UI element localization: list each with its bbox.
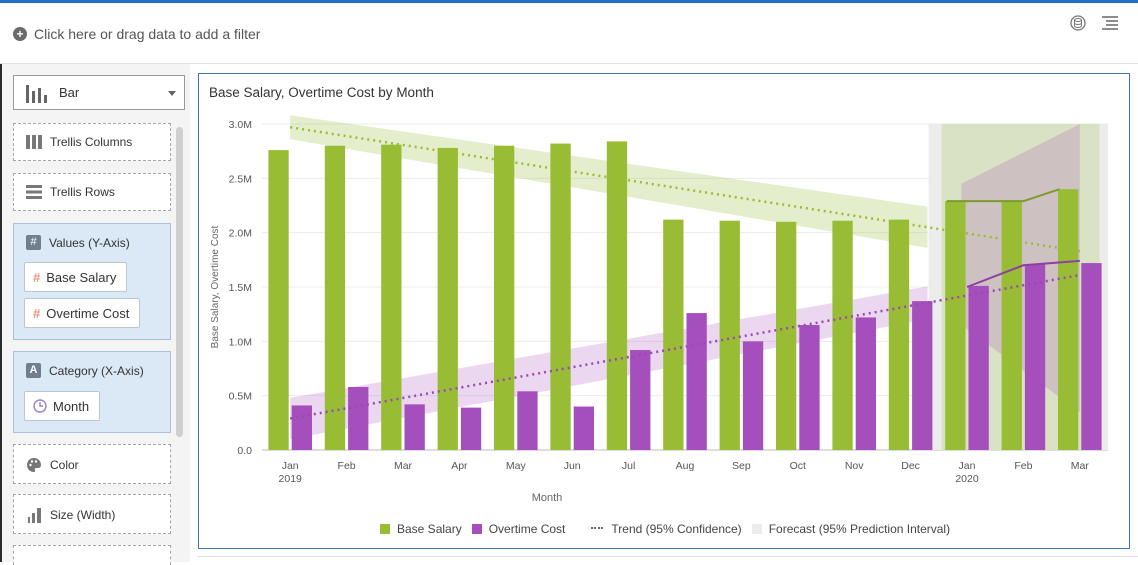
size-width-icon [28,508,41,523]
hash-icon: # [26,235,41,250]
panel-scrollbar[interactable] [176,127,183,437]
dotted-line-icon [591,527,604,531]
trellis-rows-icon [26,185,42,199]
base-salary-swatch [380,524,390,534]
overtime-cost-swatch [471,524,482,534]
legend-forecast[interactable]: Forecast (95% Prediction Interval) [751,522,951,536]
palette-icon [27,458,41,472]
legend-overtime-cost-label: Overtime Cost [488,522,566,536]
color-label: Color [50,458,79,472]
bar-chart-icon [26,84,47,103]
trellis-rows-label: Trellis Rows [50,185,115,199]
clock-icon [33,399,47,413]
add-filter-button[interactable]: + Click here or drag data to add a filte… [13,26,260,42]
filter-bar[interactable]: + Click here or drag data to add a filte… [0,3,1138,64]
chart-type-select[interactable]: Bar [13,75,185,110]
legend-base-salary-label: Base Salary [397,522,462,536]
chart-title: Base Salary, Overtime Cost by Month [209,85,434,100]
trellis-columns-label: Trellis Columns [50,135,133,149]
color-dropzone[interactable]: Color [13,444,171,484]
overtime-cost-pill[interactable]: # Overtime Cost [24,298,141,328]
top-accent-bar [0,0,1138,3]
month-pill-label: Month [53,398,90,414]
trellis-columns-icon [26,135,42,149]
trellis-columns-dropzone[interactable]: Trellis Columns [13,123,171,161]
legend-forecast-label: Forecast (95% Prediction Interval) [768,522,951,536]
bottom-divider [198,556,1138,557]
legend-trend-label: Trend (95% Confidence) [611,522,742,536]
chevron-down-icon [168,91,176,96]
legend-base-salary[interactable]: Base Salary [380,522,462,536]
size-dropzone[interactable]: Size (Width) [13,494,171,534]
chart-legend: Base Salary Overtime Cost Trend (95% Con… [380,522,960,536]
db-icon[interactable] [1069,14,1087,32]
properties-list-icon[interactable] [1101,14,1119,32]
add-filter-label: Click here or drag data to add a filter [34,26,261,42]
panel-edge [0,64,2,562]
measure-hash-icon: # [33,305,41,321]
measure-hash-icon: # [33,269,41,285]
chart-canvas[interactable] [198,73,1130,549]
month-pill[interactable]: Month [24,391,101,421]
overtime-cost-pill-label: Overtime Cost [46,305,130,321]
trellis-rows-dropzone[interactable]: Trellis Rows [13,173,171,211]
forecast-swatch [751,524,762,534]
base-salary-pill-label: Base Salary [46,269,117,285]
legend-trend[interactable]: Trend (95% Confidence) [591,522,742,536]
more-dropzone[interactable] [13,545,171,565]
size-label: Size (Width) [50,508,116,522]
values-y-axis-section[interactable]: # Values (Y-Axis) # Base Salary # Overti… [13,223,171,340]
attribute-icon: A [26,363,41,378]
legend-overtime-cost[interactable]: Overtime Cost [471,522,566,536]
add-circle-icon: + [13,27,27,41]
chart-type-label: Bar [59,85,80,100]
base-salary-pill[interactable]: # Base Salary [24,262,128,292]
category-x-axis-label: Category (X-Axis) [49,363,144,378]
category-x-axis-section[interactable]: A Category (X-Axis) Month [13,351,171,433]
values-y-axis-label: Values (Y-Axis) [49,235,130,250]
